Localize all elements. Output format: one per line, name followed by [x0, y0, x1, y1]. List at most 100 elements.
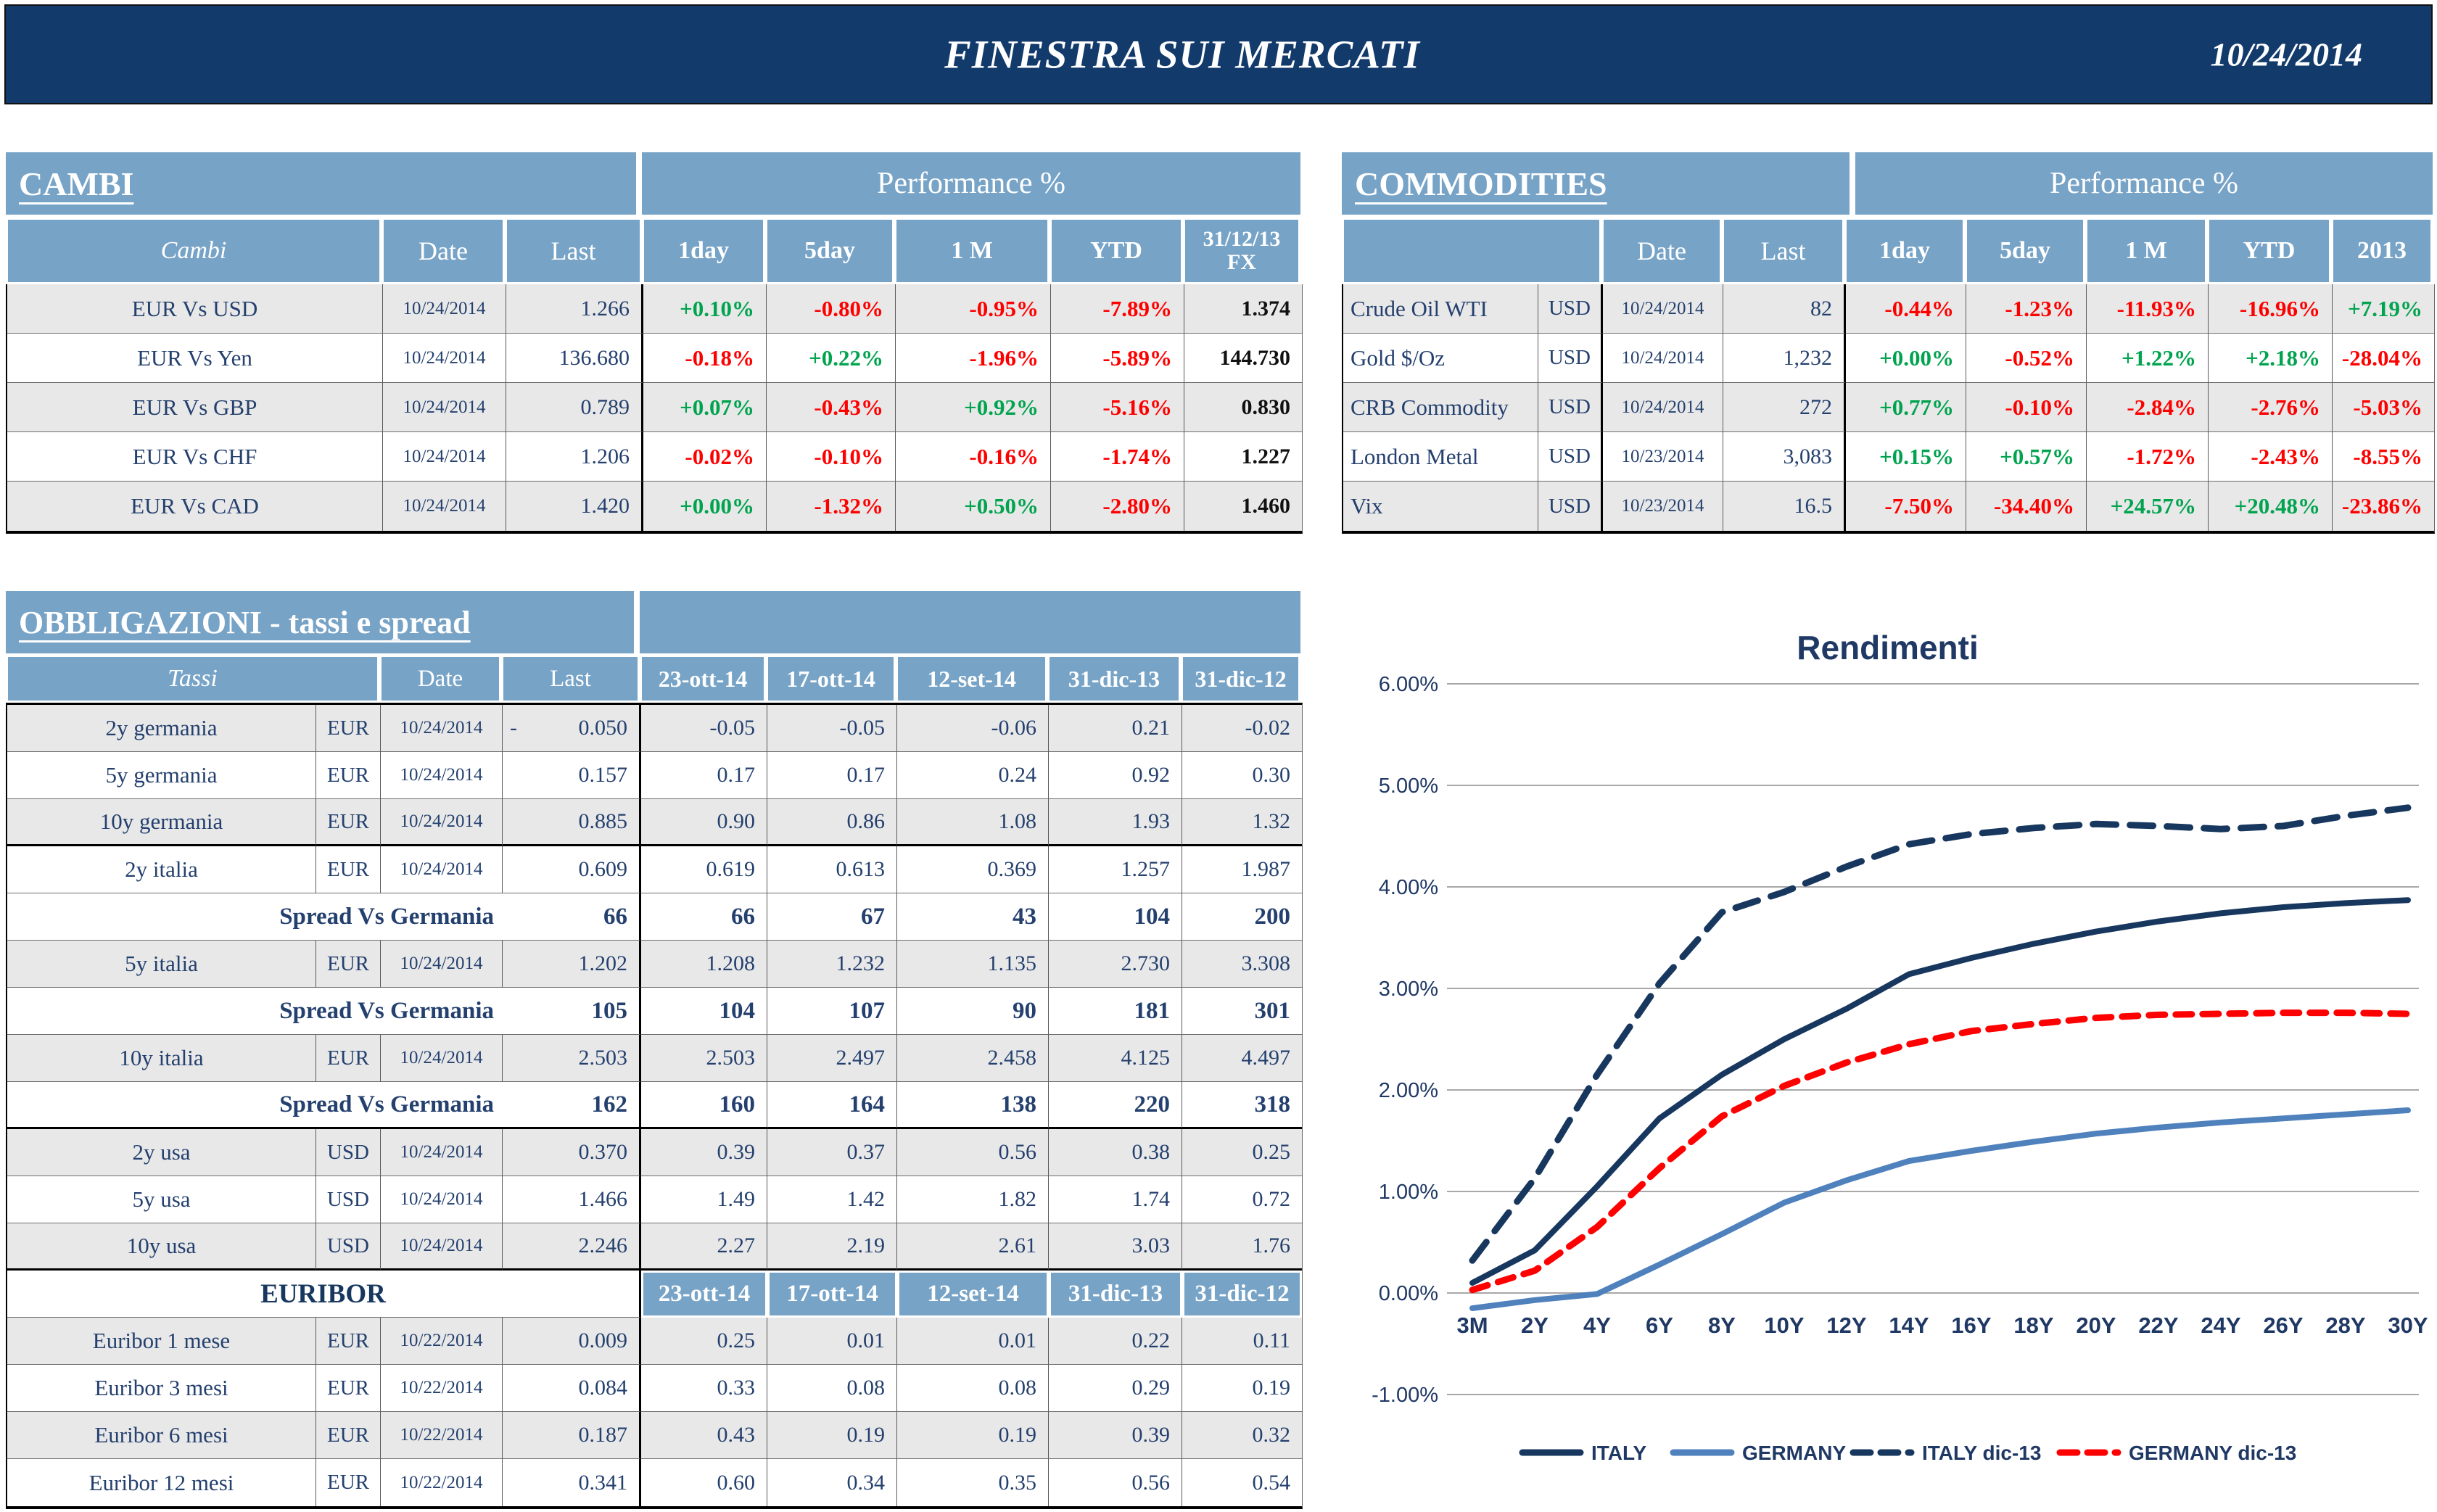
bond-row-currency: EUR	[316, 941, 381, 988]
bond-hist-1: 0.33	[641, 1365, 767, 1412]
spread-hist-2: 67	[767, 893, 897, 941]
bond-hist-5: 0.25	[1182, 1129, 1302, 1176]
commodity-last: 16.5	[1723, 482, 1846, 531]
bond-row-date: 10/22/2014	[381, 1365, 503, 1412]
cambi-perf-3: -0.16%	[896, 432, 1051, 482]
commodity-currency: USD	[1538, 334, 1603, 383]
bond-hist-5: 0.54	[1252, 1470, 1291, 1495]
cambi-perf-2: -0.80%	[767, 284, 896, 334]
cambi-row-last: 1.206	[506, 432, 643, 482]
bond-row-currency: EUR	[316, 752, 381, 799]
y-tick-1.00%: 1.00%	[1379, 1181, 1438, 1204]
commodity-last: 82	[1723, 284, 1846, 334]
obbligazioni-rows: 2y germania EUR 10/24/2014-0.050 -0.05 -0.05…	[6, 703, 1303, 1509]
cambi-col-fx-line2: FX	[1227, 250, 1256, 274]
series-germany-dic-13	[1469, 1009, 2412, 1294]
commodities-col-1day: 1day	[1844, 218, 1965, 284]
bond-hist-3: -0.06	[897, 705, 1049, 752]
bond-hist-4: 0.56	[1049, 1459, 1182, 1506]
bond-hist-1: 0.39	[641, 1129, 767, 1176]
x-tick-6Y: 6Y	[1646, 1313, 1673, 1338]
last-value: 0.050	[578, 716, 628, 740]
last-value: 0.370	[578, 1140, 628, 1164]
bond-row-last: 0.885	[503, 799, 641, 846]
bond-row-date: 10/24/2014	[381, 1176, 503, 1223]
spread-hist-4: 220	[1049, 1082, 1182, 1129]
cambi-col-1m: 1 M	[894, 218, 1050, 284]
cambi-perf-1: -0.02%	[643, 432, 767, 482]
bond-row-date: 10/24/2014	[381, 799, 503, 846]
last-value: 0.341	[578, 1470, 628, 1495]
bond-hist-5: 3.308	[1182, 941, 1302, 988]
bond-row-name: 2y italia	[7, 846, 316, 893]
cambi-row-name: EUR Vs CAD	[7, 482, 383, 531]
spread-hist-3: 43	[897, 893, 1049, 941]
obbligazioni-title-spacer	[640, 591, 1300, 653]
bond-hist-5: 0.19	[1182, 1365, 1302, 1412]
commodities-performance-header: Performance %	[1855, 152, 2433, 215]
x-tick-20Y: 20Y	[2076, 1313, 2116, 1338]
cambi-col-ytd: YTD	[1050, 218, 1183, 284]
x-tick-18Y: 18Y	[2013, 1313, 2053, 1338]
bond-row-currency: EUR	[316, 1365, 381, 1412]
bond-hist-4: 0.39	[1049, 1412, 1182, 1459]
bond-hist-5: 1.32	[1182, 799, 1302, 846]
commodity-name: Gold $/Oz	[1343, 334, 1538, 383]
cambi-row-date: 10/24/2014	[383, 482, 506, 531]
commodities-column-header-row: Date Last 1day 5day 1 M YTD 2013	[1342, 218, 2435, 284]
commodities-rows: Crude Oil WTI USD 10/24/2014 82 -0.44% -1.23%…	[1342, 284, 2435, 534]
y-tick-3.00%: 3.00%	[1379, 978, 1438, 1001]
cambi-perf-4: -5.16%	[1051, 383, 1184, 432]
obbligazioni-table: OBBLIGAZIONI - tassi e spread Tassi Date…	[6, 591, 1303, 1509]
commodity-date: 10/24/2014	[1603, 334, 1723, 383]
commodity-perf-4: +20.48%	[2209, 482, 2333, 531]
bond-hist-4: 3.03	[1049, 1223, 1182, 1271]
spread-hist-3: 90	[897, 988, 1049, 1035]
bond-hist-3: 1.135	[897, 941, 1049, 988]
bond-row-name: 10y germania	[7, 799, 316, 846]
bond-hist-1: 0.17	[641, 752, 767, 799]
bond-hist-2: 0.613	[767, 846, 897, 893]
bond-row-name: 5y italia	[7, 941, 316, 988]
bond-row-date: 10/24/2014	[381, 705, 503, 752]
spread-hist-1: 160	[641, 1082, 767, 1129]
bond-row-currency: EUR	[316, 1459, 381, 1506]
x-tick-30Y: 30Y	[2388, 1313, 2428, 1338]
cambi-row-fx: 1.374	[1184, 284, 1302, 334]
cambi-table: CAMBI Performance % Cambi Date Last 1day…	[6, 152, 1303, 534]
commodities-title-row: COMMODITIES Performance %	[1342, 152, 2435, 215]
bond-hist-5: 0.30	[1182, 752, 1302, 799]
bond-hist-3: 0.08	[897, 1365, 1049, 1412]
cambi-perf-3: +0.92%	[896, 383, 1051, 432]
cambi-row-date: 10/24/2014	[383, 334, 506, 383]
spread-last: 162	[503, 1082, 641, 1129]
bond-row-name: Euribor 12 mesi	[7, 1459, 316, 1506]
title-bar: FINESTRA SUI MERCATI 10/24/2014	[4, 4, 2433, 104]
bond-row-last: 0.187	[503, 1412, 641, 1459]
commodity-perf-5: -28.04%	[2333, 334, 2434, 383]
bond-row-last: 0.084	[503, 1365, 641, 1412]
spread-hist-3: 138	[897, 1082, 1049, 1129]
commodity-currency: USD	[1538, 284, 1603, 334]
commodities-col-last: Last	[1722, 218, 1844, 284]
bond-hist-3: 0.369	[897, 846, 1049, 893]
bond-row-last: 1.466	[503, 1176, 641, 1223]
cambi-row-date: 10/24/2014	[383, 284, 506, 334]
bond-hist-5: -0.02	[1182, 705, 1302, 752]
cambi-row-last: 0.789	[506, 383, 643, 432]
cambi-row-name: EUR Vs CHF	[7, 432, 383, 482]
commodity-perf-2: +0.57%	[1966, 432, 2087, 482]
obbligazioni-title-row: OBBLIGAZIONI - tassi e spread	[6, 591, 1303, 653]
series-germany	[1469, 1107, 2411, 1311]
commodity-name: CRB Commodity	[1343, 383, 1538, 432]
commodity-perf-3: -1.72%	[2087, 432, 2209, 482]
rendimenti-chart: Rendimenti 6.00% 5.00% 4.00% 3.00% 2.00% 1.00…	[1345, 608, 2430, 1508]
report-date: 10/24/2014	[2210, 36, 2362, 73]
bond-row-name: Euribor 3 mesi	[7, 1365, 316, 1412]
bond-hist-3: 2.61	[897, 1223, 1049, 1271]
spread-hist-5: 301	[1182, 988, 1302, 1035]
commodity-perf-4: -2.76%	[2209, 383, 2333, 432]
cambi-perf-1: -0.18%	[643, 334, 767, 383]
bond-hist-3: 2.458	[897, 1035, 1049, 1082]
